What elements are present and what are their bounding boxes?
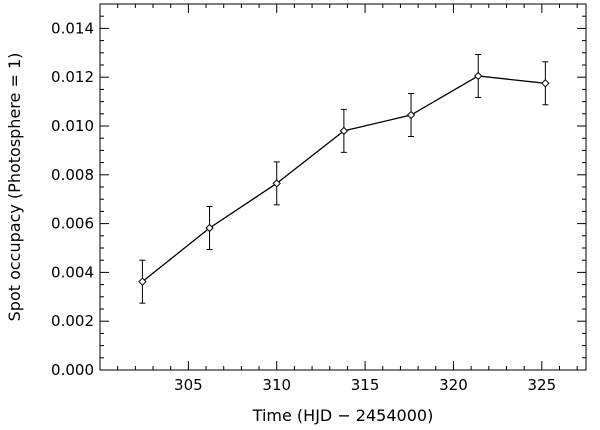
data-point [406, 110, 416, 120]
y-axis-ticks: 0.000 0.002 0.004 0.006 0.008 0.010 0.012 0.014 [51, 3, 586, 379]
x-tick-label: 320 [439, 376, 468, 394]
data-point [138, 277, 147, 286]
y-tick-label: 0.010 [51, 117, 94, 135]
y-axis-title: Spot occupacy (Photosphere = 1) [5, 53, 24, 322]
x-tick-label: 310 [262, 376, 291, 394]
y-tick-label: 0.000 [51, 361, 94, 379]
y-tick-label: 0.006 [51, 215, 94, 233]
x-tick-label: 325 [527, 376, 556, 394]
data-point [205, 223, 214, 233]
series-line [142, 75, 546, 283]
x-tick-label: 305 [174, 376, 203, 394]
plot-frame [99, 3, 587, 371]
data-point [473, 71, 483, 81]
y-tick-label: 0.012 [51, 68, 94, 86]
data-point [541, 79, 550, 88]
y-tick-label: 0.008 [51, 166, 94, 184]
x-axis-title: Time (HJD − 2454000) [252, 406, 434, 425]
series-layer [138, 54, 550, 304]
y-tick-label: 0.014 [51, 19, 94, 37]
x-axis-ticks: 305 310 315 320 325 [99, 4, 578, 394]
y-tick-label: 0.004 [51, 263, 94, 281]
x-tick-label: 315 [351, 376, 380, 394]
data-point [339, 126, 349, 136]
y-tick-label: 0.002 [51, 312, 94, 330]
data-point [272, 179, 281, 188]
